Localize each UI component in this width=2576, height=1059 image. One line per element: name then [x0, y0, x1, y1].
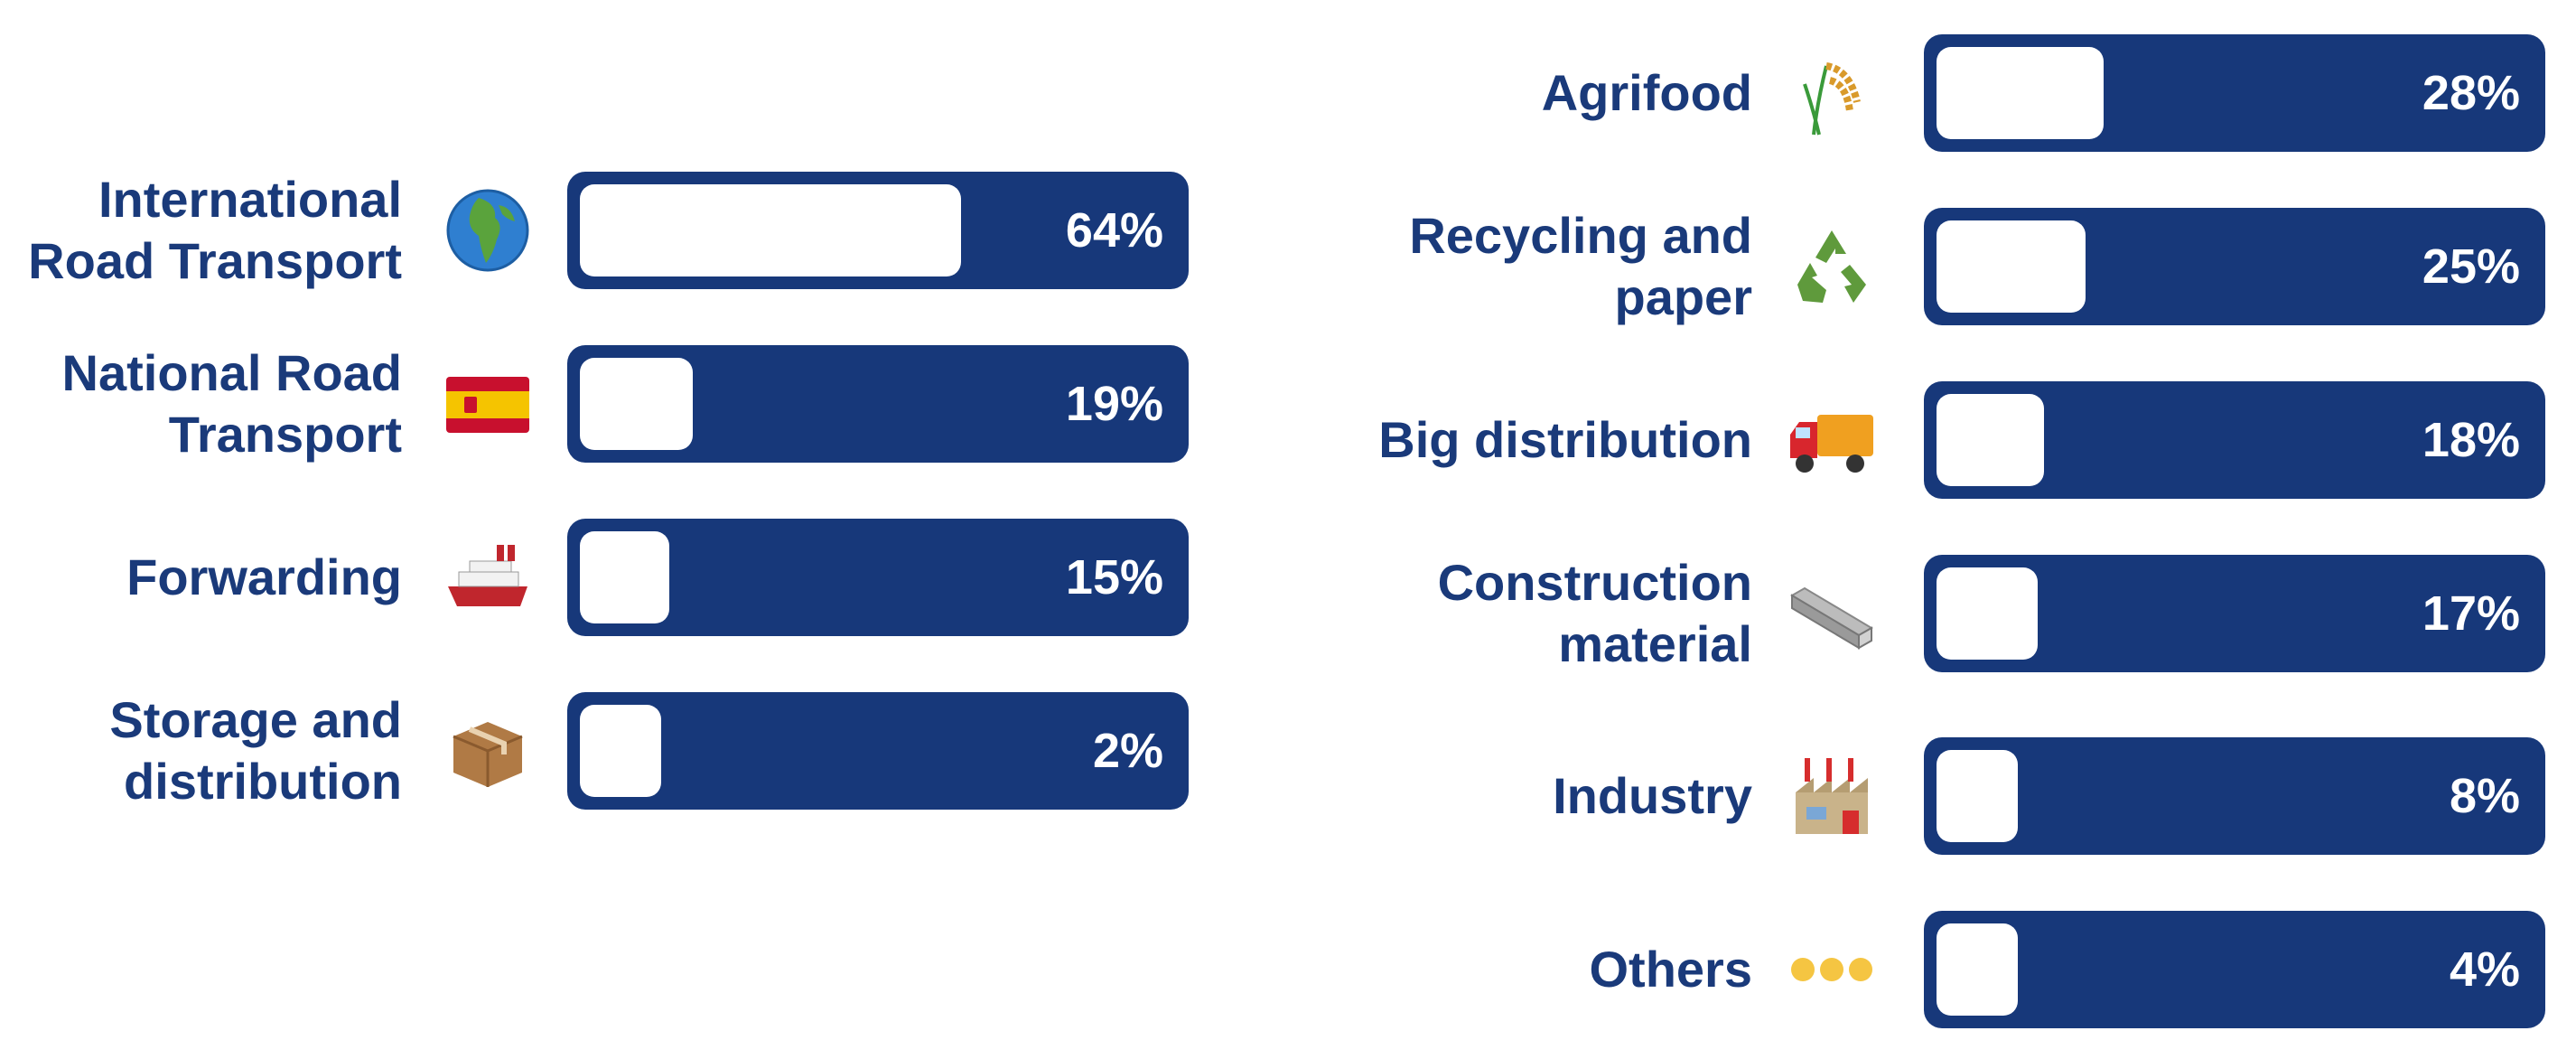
wheat-icon: [1787, 48, 1877, 143]
bar-label: Storage and distribution: [109, 691, 402, 810]
bar-label: Industry: [1553, 767, 1752, 824]
spain-flag-icon: [443, 359, 533, 454]
bar: [1937, 394, 2044, 486]
bar: [580, 705, 661, 797]
ship-icon: [443, 532, 533, 627]
bar-track: 25%: [1924, 208, 2545, 325]
steel-beam-icon: [1787, 568, 1877, 663]
data-label: 28%: [2422, 66, 2520, 120]
globe-icon: [443, 185, 533, 280]
bar-label: National Road Transport: [61, 344, 402, 463]
bar-track: 28%: [1924, 34, 2545, 152]
bar-label: Construction material: [1437, 554, 1752, 672]
bar-label: Recycling and paper: [1409, 207, 1752, 325]
box-icon: [443, 706, 533, 801]
bar-label: Others: [1589, 941, 1753, 998]
bar: [580, 184, 962, 276]
bar-track: 19%: [567, 345, 1189, 463]
bar-track: 2%: [567, 692, 1189, 810]
bar-label: Big distribution: [1378, 411, 1752, 468]
bar: [1937, 750, 2018, 842]
bar: [580, 358, 694, 450]
data-label: 15%: [1065, 550, 1163, 604]
bar: [1937, 923, 2018, 1016]
bar: [1937, 47, 2104, 139]
factory-icon: [1787, 751, 1877, 846]
data-label: 25%: [2422, 239, 2520, 294]
bar: [580, 531, 669, 623]
bar-track: 64%: [567, 172, 1189, 289]
bar-track: 8%: [1924, 737, 2545, 855]
bar-label: International Road Transport: [28, 171, 402, 289]
data-label: 8%: [2449, 769, 2520, 823]
recycle-icon: [1787, 221, 1877, 316]
bar-track: 17%: [1924, 555, 2545, 672]
bar-track: 4%: [1924, 911, 2545, 1028]
dots-icon: [1787, 924, 1877, 1019]
data-label: 17%: [2422, 586, 2520, 641]
bar-label: Forwarding: [126, 548, 402, 605]
data-label: 4%: [2449, 942, 2520, 997]
bar: [1937, 220, 2086, 313]
truck-icon: [1787, 395, 1877, 490]
bar: [1937, 567, 2039, 660]
bar-track: 15%: [567, 519, 1189, 636]
data-label: 18%: [2422, 413, 2520, 467]
data-label: 2%: [1092, 724, 1163, 778]
bar-track: 18%: [1924, 381, 2545, 499]
data-label: 19%: [1065, 377, 1163, 431]
bar-label: Agrifood: [1541, 64, 1752, 121]
data-label: 64%: [1065, 203, 1163, 258]
